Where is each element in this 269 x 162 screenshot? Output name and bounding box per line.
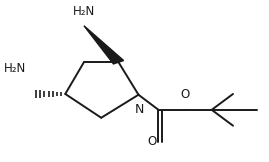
Polygon shape <box>84 26 124 64</box>
Text: O: O <box>147 135 157 148</box>
Text: O: O <box>180 88 190 101</box>
Text: N: N <box>134 104 144 116</box>
Text: H₂N: H₂N <box>73 5 95 18</box>
Text: H₂N: H₂N <box>4 62 26 75</box>
